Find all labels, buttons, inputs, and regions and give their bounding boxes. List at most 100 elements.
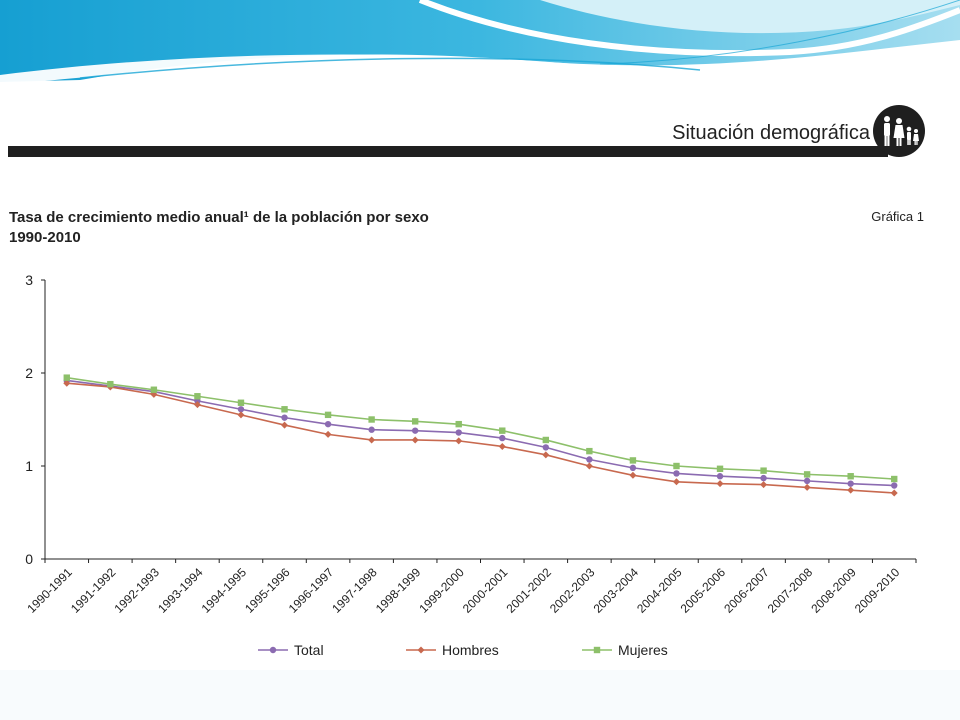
chart-axes (44, 280, 916, 560)
data-point-hombres (542, 451, 550, 459)
data-point-total (847, 480, 854, 487)
data-point-total (586, 456, 593, 463)
data-point-total (673, 470, 680, 477)
legend-label-total: Total (294, 642, 324, 658)
data-point-hombres (455, 437, 463, 445)
x-tick-label: 2008-2009 (808, 565, 859, 616)
header-bar (8, 146, 888, 157)
data-point-mujeres (63, 374, 70, 381)
data-point-hombres (368, 436, 376, 444)
data-point-mujeres (673, 462, 680, 470)
x-tick-label: 2005-2006 (678, 565, 729, 616)
data-point-mujeres (150, 386, 158, 393)
x-tick-label: 2009-2010 (852, 565, 903, 616)
x-tick-label: 2007-2008 (765, 565, 816, 616)
data-point-mujeres (847, 473, 854, 480)
data-point-mujeres (891, 475, 898, 483)
legend-label-hombres: Hombres (442, 642, 499, 658)
series-line-mujeres (66, 376, 895, 480)
data-point-hombres (193, 401, 201, 409)
x-tick-label: 1996-1997 (286, 565, 337, 616)
series-group (63, 374, 898, 497)
data-point-mujeres (194, 393, 201, 400)
chart-title-line2: 1990-2010 (9, 229, 81, 246)
data-point-mujeres (411, 418, 419, 425)
data-point-total (368, 426, 375, 433)
data-point-hombres (629, 471, 637, 479)
data-point-mujeres (629, 457, 637, 464)
legend-item-mujeres: Mujeres (582, 642, 668, 658)
x-tick-label: 1990-1991 (24, 565, 75, 616)
chart-number: Gráfica 1 (871, 209, 924, 224)
chart-title: Tasa de crecimiento medio anual¹ de la p… (9, 208, 429, 248)
y-axis-ticks: 0 1 2 3 (25, 272, 45, 567)
legend-marker-total (269, 646, 277, 654)
data-point-total (760, 474, 767, 482)
x-tick-label: 1993-1994 (155, 565, 206, 616)
series-line-hombres (66, 382, 895, 494)
section-title: Situación demográfica (672, 122, 870, 144)
data-point-total (237, 406, 245, 413)
x-tick-label: 2001-2002 (503, 565, 554, 616)
data-point-total (411, 427, 419, 434)
data-point-hombres (411, 436, 419, 444)
data-point-total (499, 434, 506, 442)
data-point-mujeres (586, 447, 593, 455)
y-tick-label: 0 (25, 551, 33, 567)
x-tick-label: 2006-2007 (721, 565, 772, 616)
data-point-total (716, 473, 724, 480)
data-point-mujeres (368, 416, 375, 423)
x-tick-label: 1991-1992 (68, 565, 119, 616)
legend-marker-hombres (417, 646, 425, 654)
x-tick-label: 1995-1996 (242, 565, 293, 616)
series-line-total (66, 379, 895, 487)
data-point-mujeres (760, 467, 767, 474)
data-point-hombres (890, 489, 898, 497)
data-point-mujeres (281, 406, 288, 413)
series-total (63, 377, 898, 489)
data-point-mujeres (455, 420, 462, 428)
section-header: Situación demográfica (0, 100, 960, 170)
data-point-hombres (716, 480, 724, 488)
data-point-hombres (760, 481, 768, 489)
series-mujeres (63, 374, 898, 483)
x-tick-label: 2000-2001 (460, 565, 511, 616)
data-point-mujeres (499, 427, 506, 434)
data-point-hombres (324, 430, 332, 438)
x-tick-label: 2003-2004 (591, 565, 642, 616)
data-point-total (455, 429, 462, 436)
x-tick-label: 2002-2003 (547, 565, 598, 616)
data-point-hombres (672, 478, 680, 486)
data-point-total (281, 414, 288, 421)
data-point-mujeres (542, 436, 550, 444)
data-point-mujeres (324, 411, 332, 419)
data-point-hombres (803, 483, 811, 491)
legend-label-mujeres: Mujeres (618, 642, 668, 658)
x-tick-label: 1994-1995 (199, 565, 250, 616)
data-point-hombres (847, 486, 855, 494)
series-hombres (63, 379, 898, 497)
chart-title-line1: Tasa de crecimiento medio anual¹ de la p… (9, 209, 429, 226)
data-point-hombres (281, 421, 289, 429)
x-tick-label: 1998-1999 (373, 565, 424, 616)
line-chart: 0 1 2 3 1990-19911991-19921992-19931993-199… (24, 272, 917, 658)
data-point-hombres (498, 442, 506, 450)
footer-band (0, 670, 960, 720)
legend-item-hombres: Hombres (406, 642, 499, 658)
data-point-hombres (237, 411, 245, 419)
data-point-hombres (585, 462, 593, 470)
data-point-total (891, 482, 898, 489)
data-point-mujeres (107, 380, 114, 388)
x-tick-label: 1999-2000 (416, 565, 467, 616)
data-point-total (542, 444, 550, 451)
x-tick-label: 1997-1998 (329, 565, 380, 616)
y-tick-label: 1 (25, 458, 33, 474)
data-point-mujeres (237, 399, 245, 406)
data-point-total (629, 464, 637, 472)
legend: Total Hombres Mujeres (258, 642, 668, 658)
decorative-wave-banner (0, 0, 960, 86)
y-tick-label: 3 (25, 272, 33, 288)
data-point-total (803, 477, 811, 485)
family-icon (873, 105, 925, 157)
data-point-hombres (63, 379, 71, 387)
